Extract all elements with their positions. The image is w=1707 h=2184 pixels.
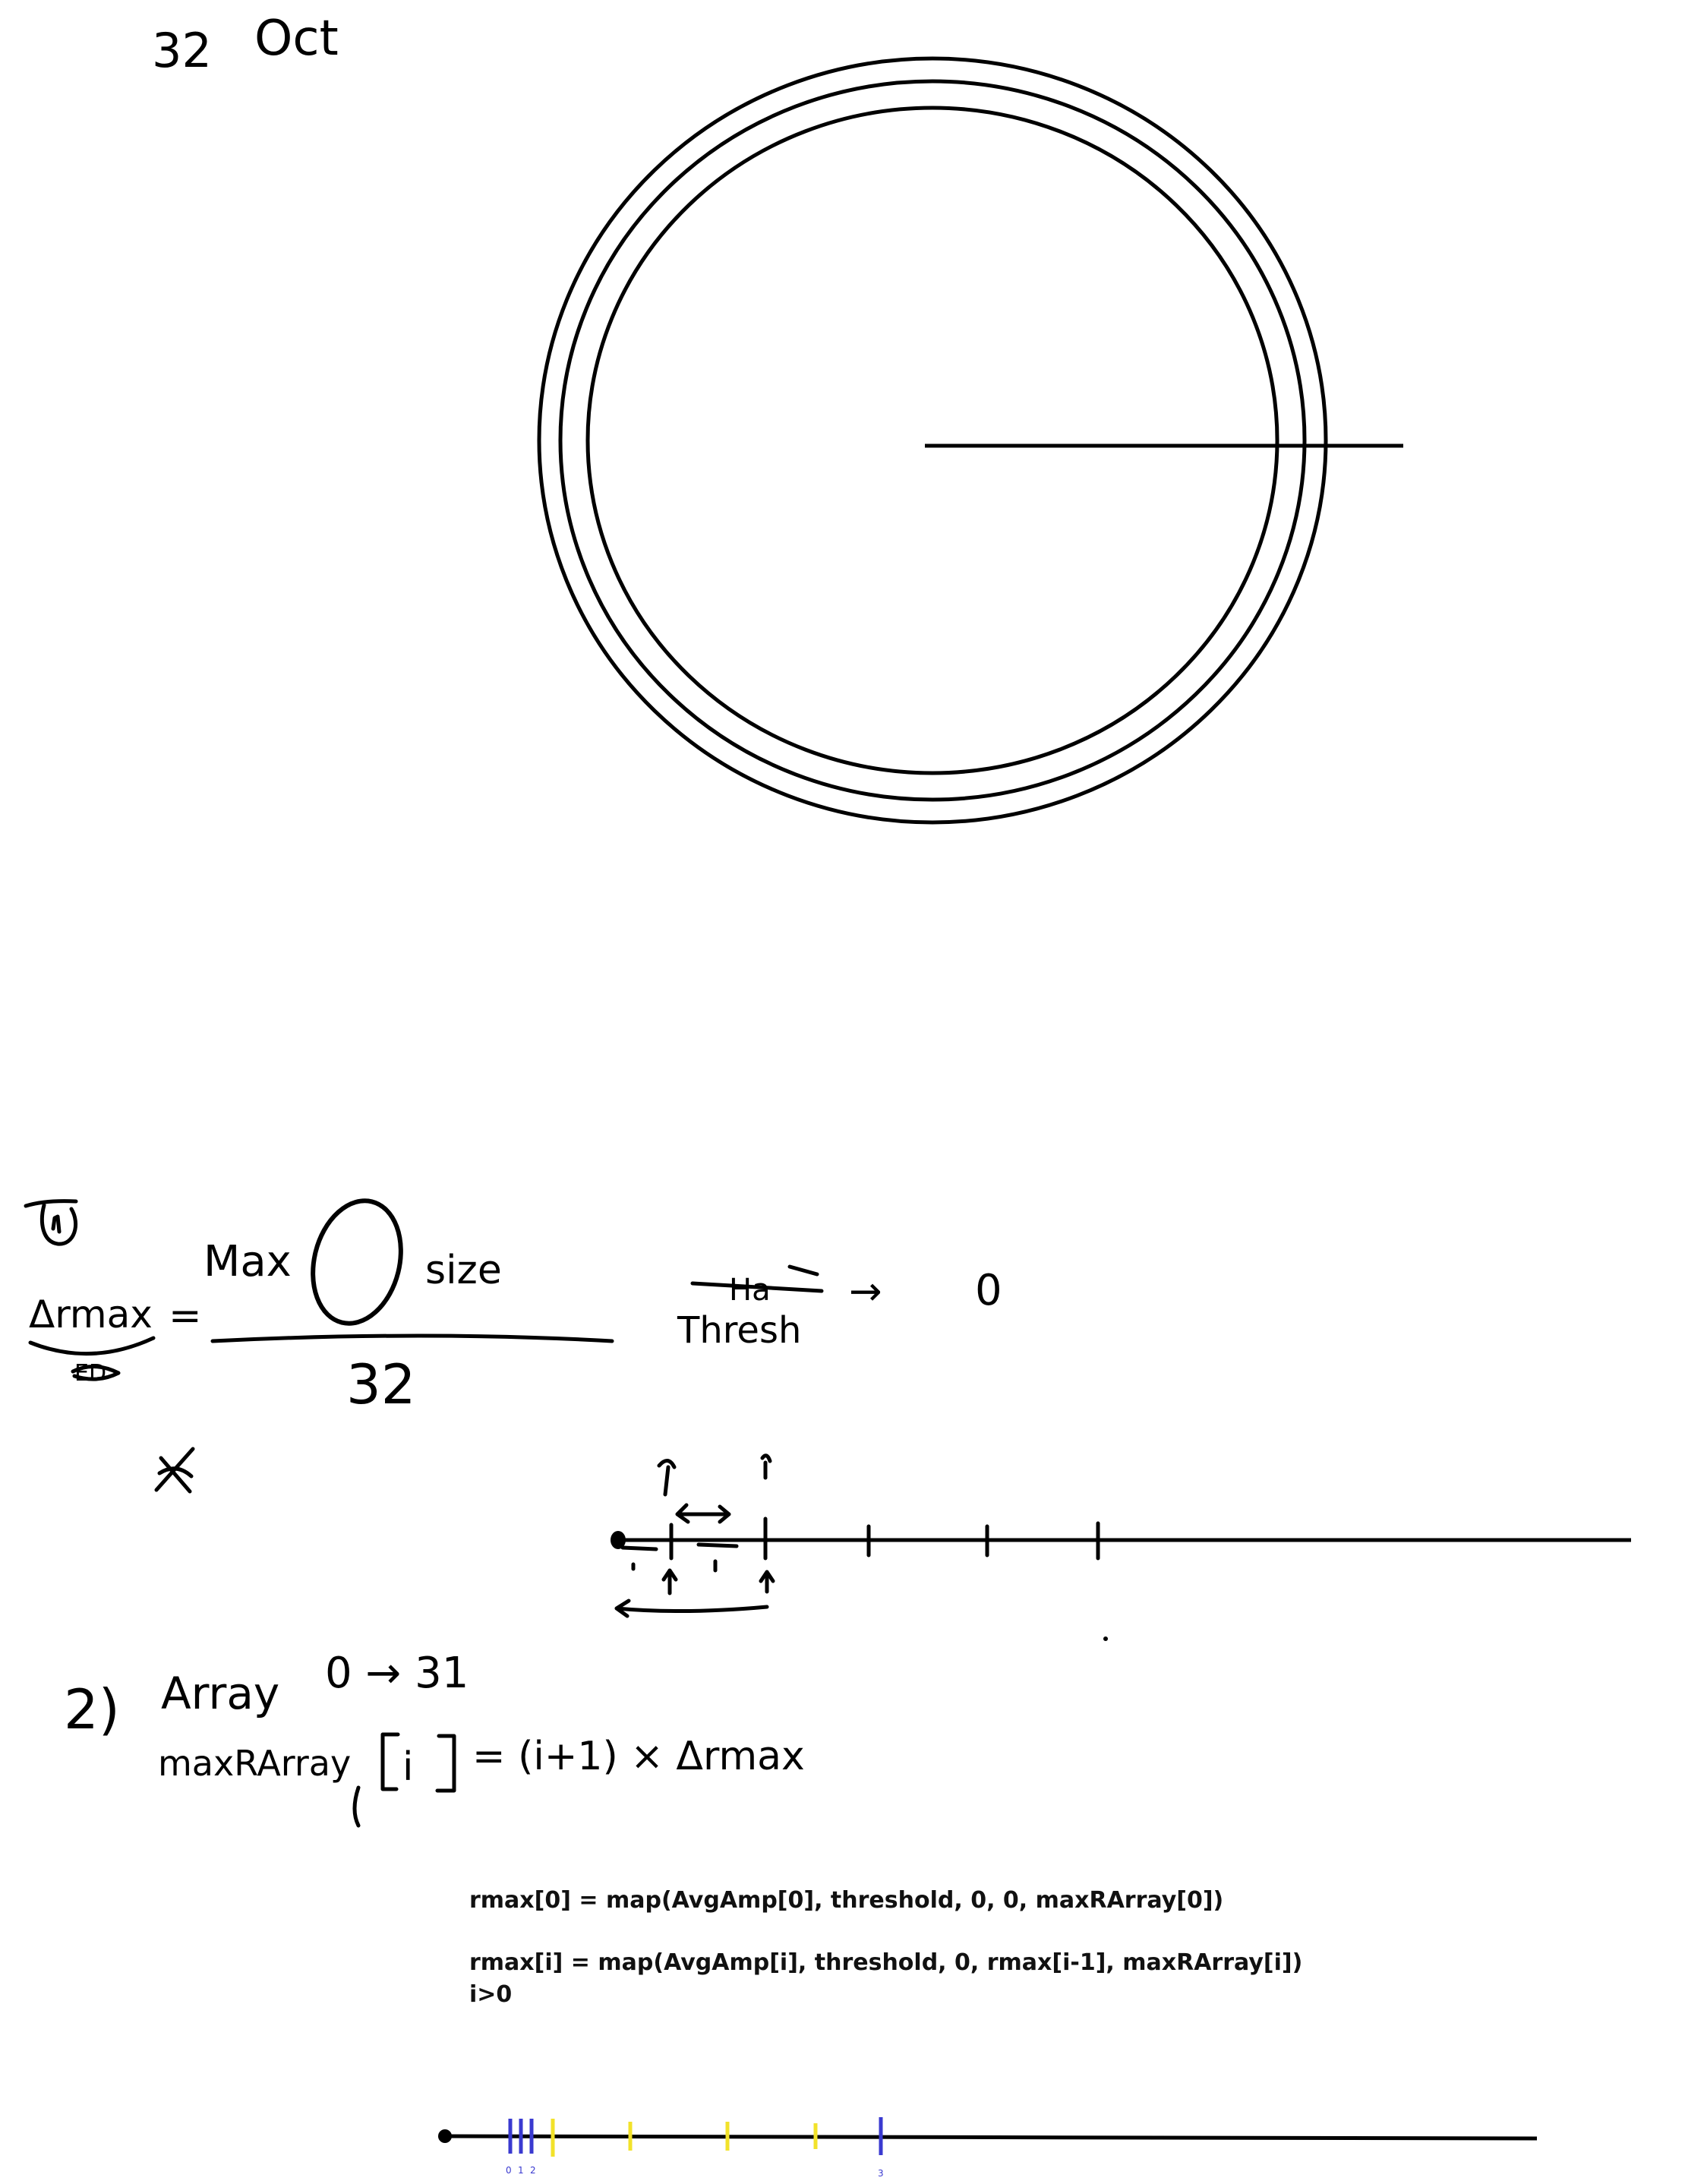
up-arrows [661,1568,775,1595]
thresh-label: Thresh [677,1309,801,1352]
outer-circle [537,56,1328,825]
stray-dot [1103,1636,1108,1641]
delta-rmax-strike-scribble [71,1364,121,1381]
delta-rmax-label: Δrmax [29,1292,153,1337]
index-i: i [402,1744,413,1790]
inner-circle [585,106,1279,775]
numerator-size: size [425,1248,502,1293]
circle-symbol [311,1198,403,1326]
denominator-32: 32 [346,1352,416,1416]
blue-tick-label-1: 1 [518,2165,524,2176]
typed-formulas: rmax[0] = map(AvgAmp[0], threshold, 0, 0… [469,1887,1302,2008]
return-arrow [614,1599,769,1618]
section-2: 2) Array 0 → 31 maxRArray i = (i+1) × Δr… [64,1649,805,1828]
bottom-axis: 0 1 2 3 [438,2117,1538,2179]
blue-tick-label-0: 0 [506,2165,512,2176]
date-number: 32 [152,23,212,78]
bottom-axis-start-dot [438,2129,452,2143]
equals-sign: = [169,1293,202,1339]
formula-line-1: rmax[0] = map(AvgAmp[0], threshold, 0, 0… [469,1887,1223,1914]
arrow-to-result: → [849,1269,882,1315]
delta-rmax-struck: ED [74,1360,106,1387]
section-2-number: 2) [64,1677,120,1741]
section-1-marker-shape [24,1199,78,1246]
formula-line-3: i>0 [469,1981,512,2008]
crossed-out-scribble [154,1447,195,1494]
bottom-axis-line [444,2134,1538,2141]
formula-line-2: rmax[i] = map(AvgAmp[i], threshold, 0, r… [469,1949,1302,1976]
number-line-start-dot [611,1531,626,1549]
number-line-dashes [620,1542,739,1573]
number-line-sketch [611,1453,1631,1641]
array-title: Array [161,1668,279,1719]
index-brackets [352,1732,456,1828]
formula-rhs: = (i+1) × Δrmax [472,1734,805,1779]
delta-rmax-underline [28,1336,156,1356]
date-month: Oct [254,11,339,67]
number-line-markers [657,1453,772,1497]
array-range: 0 → 31 [325,1649,469,1698]
maxr-array-label: maxRArray [158,1743,351,1784]
result-zero: 0 [975,1266,1002,1315]
blue-tick-label-2: 2 [530,2165,536,2176]
middle-circle [558,79,1307,802]
blue-tick-label-3: 3 [878,2168,884,2179]
section-1: Δrmax ED = Max size 32 Ha Thresh → 0 [24,1198,1002,1494]
double-arrow [675,1503,731,1524]
struck-word: Ha [729,1273,771,1308]
concentric-circles [537,56,1403,825]
number-line-ticks [669,1516,1100,1561]
numerator-max: Max [204,1237,292,1286]
struck-word-line [690,1264,824,1293]
fraction-bar [210,1333,614,1343]
